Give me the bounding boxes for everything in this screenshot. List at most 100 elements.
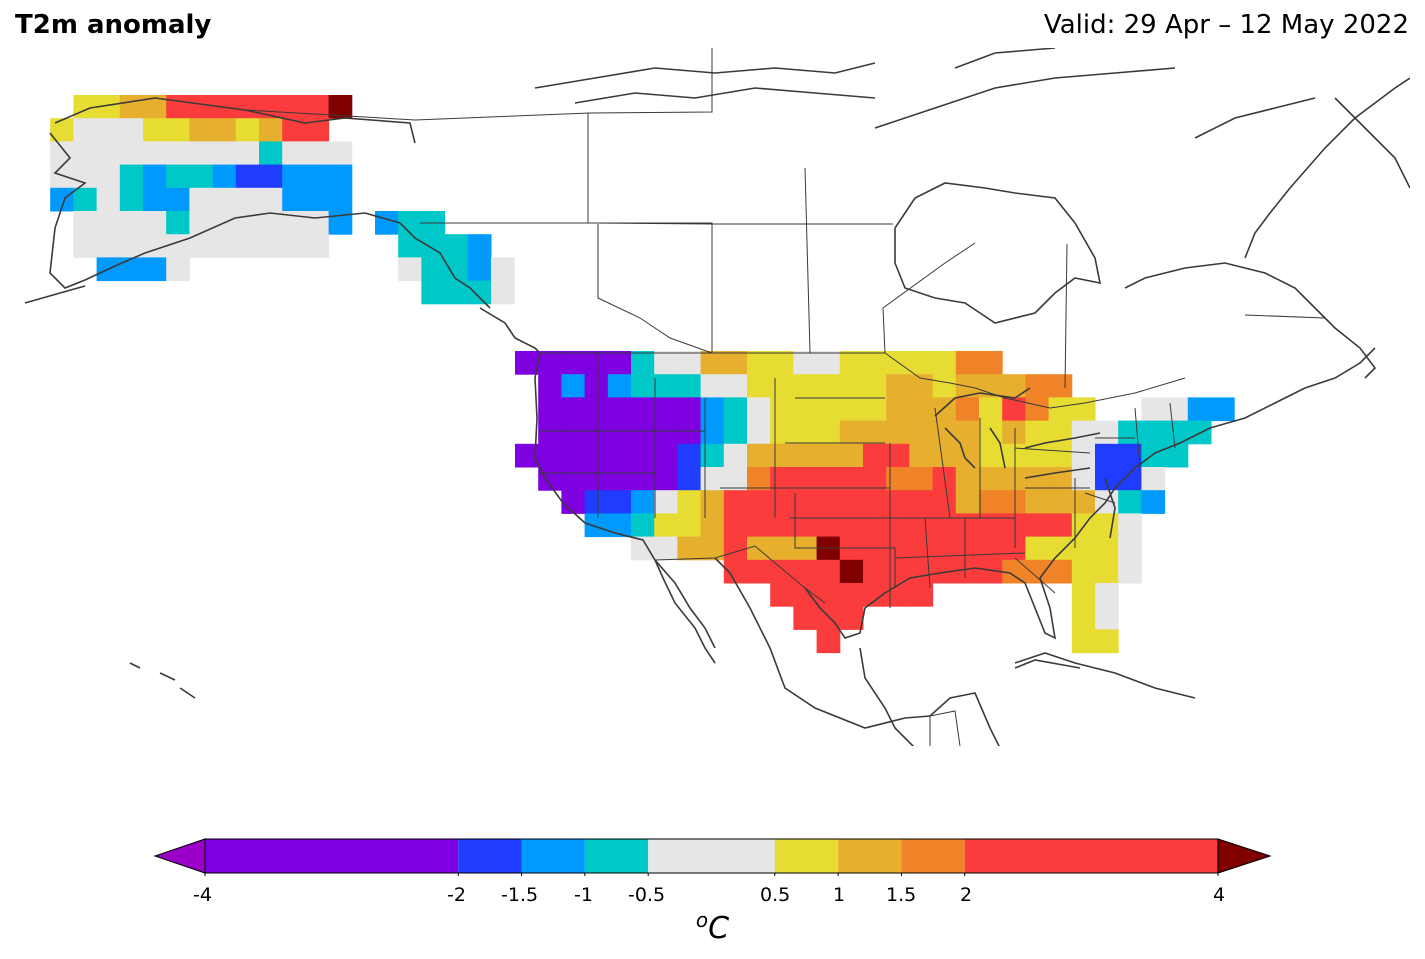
conus-cell (1048, 443, 1073, 468)
conus-cell (584, 397, 609, 422)
conus-cell (816, 583, 841, 607)
alaska-cell (212, 187, 237, 212)
conus-cell (1048, 397, 1073, 422)
conus-cell (654, 397, 678, 422)
conus-cell (677, 420, 702, 445)
conus-cell (700, 467, 725, 491)
alaska-cell (166, 187, 190, 212)
conus-cell (700, 443, 725, 468)
conus-cell (1071, 559, 1096, 584)
conus-cell (816, 443, 841, 468)
alaska-cell (259, 95, 283, 119)
conus-cell (584, 490, 609, 514)
conus-cell (723, 467, 748, 491)
conus-cell (631, 467, 655, 491)
unit-base: C (708, 911, 730, 946)
alaska-cell (189, 95, 214, 119)
conus-cell (863, 443, 887, 468)
conus-cell (700, 420, 725, 445)
alaska-cell (305, 95, 330, 119)
alaska-cell (212, 164, 237, 189)
alaska-cell (328, 141, 353, 166)
conus-cell (863, 583, 887, 607)
alaska-cell (259, 164, 283, 189)
conus-cell (1071, 420, 1096, 445)
conus-cell (584, 420, 609, 445)
conus-cell (654, 513, 678, 538)
conus-cell (1002, 374, 1026, 398)
coast-cell (491, 257, 515, 282)
coast-cell (398, 234, 422, 258)
valid-period: Valid: 29 Apr – 12 May 2022 (1043, 10, 1409, 40)
conus-cell (747, 374, 771, 398)
conus-cell (654, 467, 678, 491)
conus-cell (839, 397, 864, 422)
conus-cell (561, 397, 586, 422)
alaska-cell (212, 141, 237, 166)
alaska-cell (119, 164, 144, 189)
colorbar-bin (205, 839, 459, 873)
conus-cell (747, 513, 771, 538)
conus-cell (955, 490, 980, 514)
conus-cell (747, 351, 771, 375)
tick-label: -2 (447, 884, 466, 906)
alaska-cell (96, 141, 121, 166)
conus-cell (654, 490, 678, 514)
conus-cell (979, 559, 1003, 584)
conus-cell (747, 420, 771, 445)
conus-cell (631, 420, 655, 445)
tick-label: 4 (1213, 884, 1226, 906)
political-borders (244, 48, 1326, 746)
alaska-cell (282, 95, 306, 119)
alaska-cell (166, 95, 190, 119)
conus-cell (1071, 443, 1096, 468)
conus-cell (700, 513, 725, 538)
alaska-cell (143, 141, 167, 166)
alaska-cell (166, 211, 190, 235)
conus-cell (747, 443, 771, 468)
conus-cell (863, 513, 887, 538)
conus-cell (816, 374, 841, 398)
tick-label: -4 (193, 884, 212, 906)
conus-cell (1025, 490, 1050, 514)
conus-cell (793, 490, 818, 514)
conus-cell (723, 513, 748, 538)
alaska-cell (259, 141, 283, 166)
alaska-cell (305, 141, 330, 166)
conus-cell (955, 559, 980, 584)
conus-cell (770, 397, 794, 422)
alaska-cell (96, 234, 121, 258)
conus-cell (1071, 490, 1096, 514)
conus-cell (839, 443, 864, 468)
alaska-cell (189, 141, 214, 166)
alaska-cell (50, 141, 74, 166)
conus-cell (654, 351, 678, 375)
conus-cell (1048, 420, 1073, 445)
coast-cell (467, 234, 492, 258)
conus-cell (839, 606, 864, 630)
conus-cell (631, 536, 655, 561)
conus-cell (607, 397, 632, 422)
alaska-cell (50, 118, 74, 142)
conus-cell (770, 513, 794, 538)
conus-cell (1002, 467, 1026, 491)
conus-cell (1025, 536, 1050, 561)
coast-cell (467, 280, 492, 305)
alaska-cell (189, 118, 214, 142)
tick-label: -0.5 (628, 884, 666, 906)
conus-cell (747, 397, 771, 422)
conus-cell (979, 374, 1003, 398)
conus-cell (631, 374, 655, 398)
conus-cell (909, 467, 934, 491)
conus-cell (538, 374, 562, 398)
conus-cell (538, 420, 562, 445)
conus-cell (816, 490, 841, 514)
conus-cell (723, 397, 748, 422)
conus-cell (979, 397, 1003, 422)
conus-cell (793, 559, 818, 584)
conus-cell (561, 467, 586, 491)
alaska-cell (305, 234, 330, 258)
conus-cell (723, 351, 748, 375)
tick-label: 2 (960, 884, 973, 906)
conus-cell (816, 351, 841, 375)
